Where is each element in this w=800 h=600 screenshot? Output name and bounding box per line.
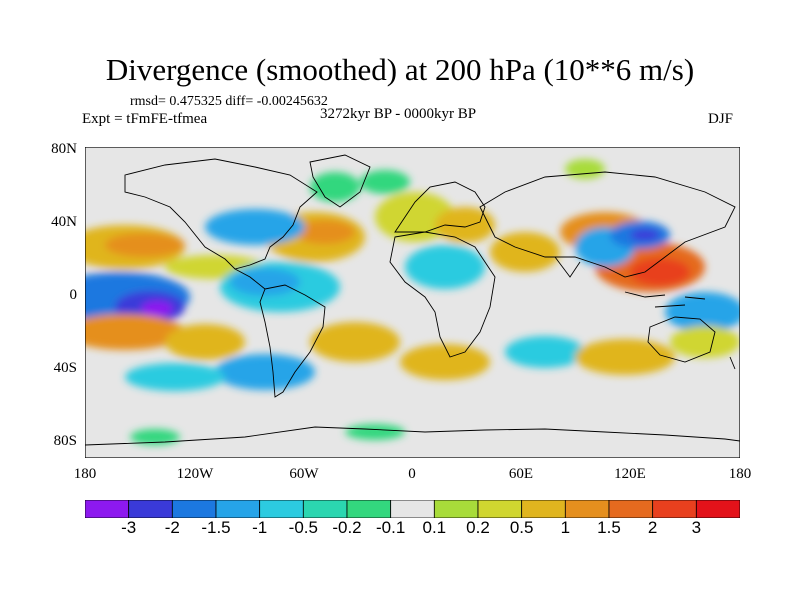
colorbar-swatch: [85, 500, 130, 518]
field-blob: [565, 159, 605, 179]
lat-label-40n: 40N: [51, 214, 77, 230]
greenland-outline: [309, 154, 371, 208]
colorbar-label: -3: [121, 518, 137, 537]
new-zealand-outline: [729, 356, 736, 370]
colorbar-label: 0.2: [466, 518, 490, 537]
field-blob: [165, 324, 245, 360]
colorbar-swatches: [85, 500, 740, 518]
lat-label-80n: 80N: [51, 141, 77, 157]
experiment-label: Expt = tFmFE-tfmea: [82, 111, 208, 127]
australia-outline: [647, 316, 716, 363]
lon-label-0: 0: [408, 466, 416, 482]
colorbar-swatch: [390, 500, 435, 518]
field-blob: [375, 192, 455, 242]
field-blob: [310, 322, 400, 362]
field-blob: [490, 232, 560, 272]
lon-label-180w: 180: [73, 466, 97, 482]
field-blob: [670, 326, 740, 358]
europe-outline: [394, 181, 486, 233]
colorbar-swatch: [128, 500, 173, 518]
divergence-field: [85, 159, 740, 445]
field-blob: [630, 258, 690, 286]
lat-label-40s: 40S: [53, 360, 77, 376]
field-blob: [575, 339, 675, 375]
field-blob: [360, 170, 410, 194]
lon-label-60e: 60E: [508, 466, 534, 482]
colorbar: [85, 500, 740, 518]
season-label: DJF: [708, 111, 734, 127]
colorbar-label: -1.5: [201, 518, 231, 537]
field-blob: [435, 207, 495, 243]
field-blob: [405, 245, 485, 289]
colorbar-swatch: [433, 500, 479, 518]
india-outline: [554, 256, 581, 278]
time-period-label: 3272kyr BP - 0000kyr BP: [320, 106, 477, 122]
coastlines: [85, 154, 740, 446]
colorbar-swatch: [302, 500, 348, 518]
africa-outline: [389, 231, 496, 358]
lon-label-60w: 60W: [289, 466, 319, 482]
colorbar-label: 1.5: [597, 518, 621, 537]
field-blob: [665, 292, 740, 332]
field-blob: [215, 354, 315, 390]
colorbar-swatch: [259, 500, 304, 518]
north-america-outline: [124, 158, 318, 270]
lon-label-180e: 180: [728, 466, 752, 482]
colorbar-swatch: [171, 500, 217, 518]
colorbar-label: -0.5: [288, 518, 318, 537]
antarctica-outline: [85, 426, 740, 446]
field-blob: [205, 209, 305, 245]
field-blob: [505, 336, 585, 368]
colorbar-swatch: [477, 500, 523, 518]
colorbar-swatch: [564, 500, 610, 518]
colorbar-swatch: [695, 500, 740, 518]
colorbar-label: 0.5: [509, 518, 534, 537]
colorbar-label: -0.1: [376, 518, 406, 537]
field-blob: [295, 220, 355, 244]
asia-outline: [479, 171, 736, 278]
field-blob: [230, 268, 300, 296]
field-blob: [345, 424, 405, 440]
colorbar-label: 0.1: [422, 518, 447, 537]
colorbar-label: 1: [560, 518, 571, 537]
colorbar-swatch: [521, 500, 566, 518]
colorbar-label: -2: [164, 518, 180, 537]
south-america-outline: [259, 284, 326, 398]
colorbar-label: -1: [252, 518, 268, 537]
colorbar-swatch: [346, 500, 392, 518]
divergence-map: [85, 147, 740, 458]
chart-title: Divergence (smoothed) at 200 hPa (10**6 …: [105, 52, 695, 87]
field-blob: [105, 233, 185, 257]
field-blob: [400, 344, 490, 380]
colorbar-swatch: [215, 500, 261, 518]
lat-label-80s: 80S: [53, 433, 77, 449]
field-blob: [85, 314, 185, 350]
lat-label-eq: 0: [69, 287, 78, 303]
colorbar-label: 3: [691, 518, 702, 537]
field-blob: [130, 429, 180, 445]
central-america-outline: [234, 268, 266, 290]
field-blob: [141, 301, 173, 317]
lon-label-120e: 120E: [614, 466, 646, 482]
field-blob: [630, 229, 660, 241]
colorbar-swatch: [608, 500, 654, 518]
rmsd-stats: rmsd= 0.475325 diff= -0.00245632: [130, 94, 328, 109]
colorbar-label: -0.2: [332, 518, 362, 537]
lon-label-120w: 120W: [176, 466, 214, 482]
colorbar-swatch: [652, 500, 697, 518]
field-blob: [125, 363, 225, 391]
colorbar-label: 2: [647, 518, 658, 537]
field-blob: [310, 172, 360, 202]
indonesia-outline: [624, 291, 706, 308]
